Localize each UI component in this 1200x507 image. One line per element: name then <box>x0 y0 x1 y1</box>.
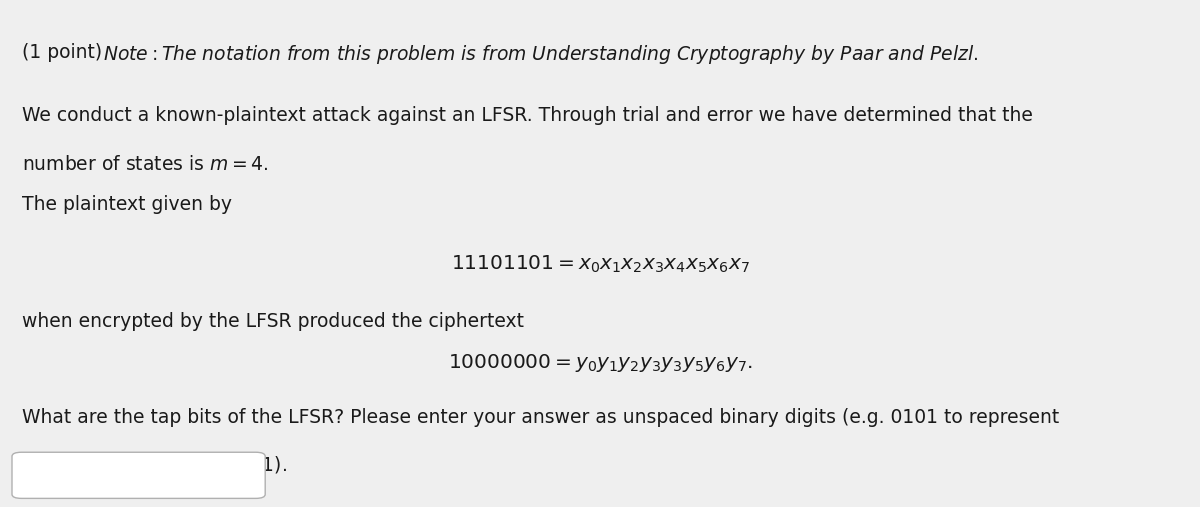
Text: when encrypted by the LFSR produced the ciphertext: when encrypted by the LFSR produced the … <box>22 312 523 331</box>
Text: $p_3 = 0, p_2 = 1, p_1 = 0, p_0 = 1).$: $p_3 = 0, p_2 = 1, p_1 = 0, p_0 = 1).$ <box>22 454 287 477</box>
Text: What are the tap bits of the LFSR? Please enter your answer as unspaced binary d: What are the tap bits of the LFSR? Pleas… <box>22 408 1058 427</box>
Text: $11101101 = x_0x_1x_2x_3x_4x_5x_6x_7$: $11101101 = x_0x_1x_2x_3x_4x_5x_6x_7$ <box>451 254 749 275</box>
Text: number of states is $m = 4$.: number of states is $m = 4$. <box>22 155 268 173</box>
Text: (1 point): (1 point) <box>22 43 108 62</box>
Text: $10000000 = y_0y_1y_2y_3y_3y_5y_6y_7.$: $10000000 = y_0y_1y_2y_3y_3y_5y_6y_7.$ <box>448 352 752 374</box>
Text: $\it{Note: The\ notation\ from\ this\ problem\ is\ from\ Understanding\ Cryptogr: $\it{Note: The\ notation\ from\ this\ pr… <box>103 43 978 66</box>
Text: The plaintext given by: The plaintext given by <box>22 195 232 214</box>
Text: We conduct a known-plaintext attack against an LFSR. Through trial and error we : We conduct a known-plaintext attack agai… <box>22 106 1032 125</box>
FancyBboxPatch shape <box>12 452 265 498</box>
